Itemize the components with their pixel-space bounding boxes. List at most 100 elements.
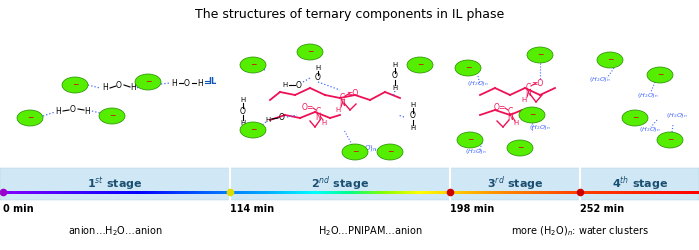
Bar [154,190,156,194]
Bar [326,190,329,194]
Text: H: H [84,106,90,116]
Bar [166,190,168,194]
Bar [501,190,503,194]
Bar [615,190,617,194]
Bar [559,190,561,194]
Bar [245,190,247,194]
Bar [284,190,287,194]
Bar [194,190,196,194]
Bar [655,190,657,194]
Bar [592,190,594,194]
Bar [103,190,105,194]
Bar [89,190,91,194]
Bar [9,190,12,194]
Ellipse shape [17,110,43,126]
Bar [373,190,375,194]
Bar [419,190,421,194]
Bar [613,190,615,194]
Text: −: − [387,148,393,156]
Bar [238,190,240,194]
Bar [47,190,49,194]
Bar [163,190,166,194]
Bar [287,190,289,194]
Bar [498,190,501,194]
Bar [58,190,61,194]
Bar [222,190,224,194]
Ellipse shape [647,67,673,83]
Bar [201,190,203,194]
Text: O=: O= [302,102,314,112]
Text: C: C [526,84,531,92]
Text: O: O [279,112,285,122]
Bar [210,190,212,194]
Bar [107,190,110,194]
Bar [629,190,631,194]
Bar [63,190,65,194]
Bar [294,190,296,194]
Bar [231,190,233,194]
Ellipse shape [240,122,266,138]
Bar [366,190,368,194]
Bar [676,190,678,194]
Bar [21,190,23,194]
Bar [205,190,208,194]
Bar [23,190,26,194]
Bar [44,190,47,194]
Bar [240,190,243,194]
Bar [100,190,103,194]
Text: N: N [525,90,531,98]
Bar [496,190,498,194]
Bar [687,190,690,194]
Bar [438,190,440,194]
Bar [489,190,491,194]
Text: O: O [410,112,416,120]
Bar [363,190,366,194]
Bar [159,190,161,194]
Bar [475,190,477,194]
Bar [515,190,517,194]
Text: 114 min: 114 min [230,204,274,214]
Bar [289,190,291,194]
Bar [161,190,163,194]
Bar [470,190,473,194]
Text: H: H [240,120,245,126]
Bar [596,190,599,194]
Bar [545,190,547,194]
Bar [72,190,75,194]
Bar [212,190,215,194]
Bar [391,190,394,194]
Text: O: O [116,80,122,90]
Bar [401,190,403,194]
Bar [177,190,180,194]
Bar [54,190,56,194]
Text: H: H [410,102,416,108]
Text: H: H [266,117,271,123]
Bar [264,190,266,194]
Bar [42,190,44,194]
Text: The structures of ternary components in IL phase: The structures of ternary components in … [195,8,504,21]
Bar [291,190,294,194]
Bar [377,190,380,194]
Bar [459,190,461,194]
Bar [49,190,51,194]
Bar [84,190,86,194]
Bar [259,190,261,194]
Bar [557,190,559,194]
Bar [91,190,93,194]
Text: O: O [315,74,321,82]
Bar [403,190,405,194]
Text: O: O [392,72,398,80]
Bar [627,190,629,194]
Ellipse shape [377,144,403,160]
Bar [421,190,424,194]
Bar [128,190,131,194]
Bar [298,190,301,194]
Text: =O: =O [531,78,543,88]
Text: −: − [517,144,523,152]
Bar [26,190,28,194]
Bar [508,190,510,194]
Bar [343,190,345,194]
Bar [491,190,494,194]
Bar [0,190,2,194]
Bar [315,190,317,194]
